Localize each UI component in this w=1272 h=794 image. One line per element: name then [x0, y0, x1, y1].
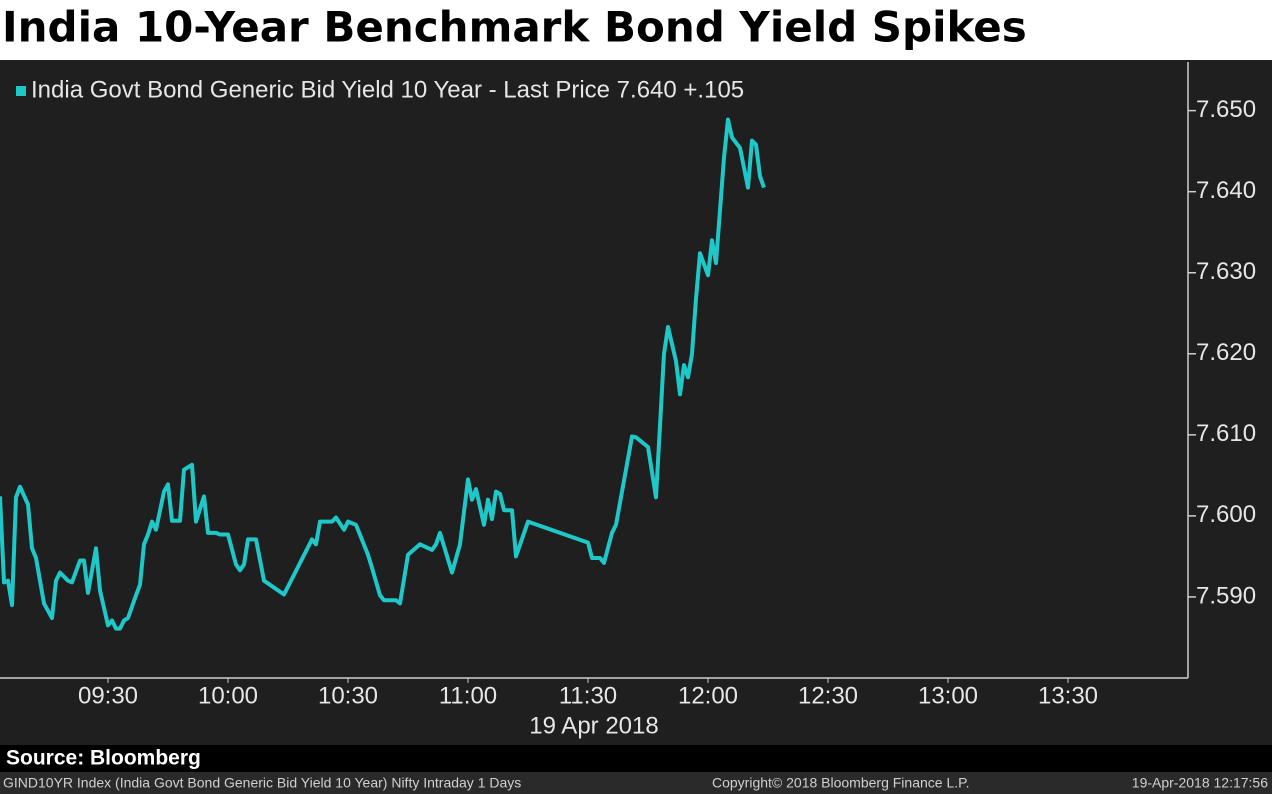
x-tick-label: 11:00 [439, 682, 497, 709]
x-tick-label: 13:30 [1038, 682, 1098, 709]
y-tick-label: 7.590 [1196, 582, 1256, 609]
x-axis-label: 19 Apr 2018 [529, 712, 658, 739]
x-tick-label: 12:30 [798, 682, 858, 709]
footer-band [0, 772, 1272, 794]
y-tick-label: 7.640 [1196, 177, 1256, 204]
source-band [0, 745, 1272, 772]
x-tick-label: 10:30 [318, 682, 378, 709]
x-tick-label: 10:00 [198, 682, 258, 709]
x-tick-label: 09:30 [78, 682, 138, 709]
footer-ticker: GIND10YR Index (India Govt Bond Generic … [3, 775, 521, 791]
title-band [0, 0, 1272, 60]
legend-entry: India Govt Bond Generic Bid Yield 10 Yea… [31, 76, 744, 103]
x-tick-label: 12:00 [678, 682, 738, 709]
y-tick-label: 7.620 [1196, 339, 1256, 366]
y-tick-label: 7.650 [1196, 96, 1256, 123]
footer-copyright: Copyright© 2018 Bloomberg Finance L.P. [712, 775, 970, 791]
chart-title: India 10-Year Benchmark Bond Yield Spike… [2, 3, 1027, 52]
y-tick-label: 7.610 [1196, 420, 1256, 447]
legend-swatch [16, 86, 26, 96]
series-line [0, 117, 766, 631]
x-tick-label: 11:30 [559, 682, 617, 709]
x-tick-label: 13:00 [918, 682, 978, 709]
y-tick-label: 7.600 [1196, 501, 1256, 528]
plot-background [0, 60, 1272, 745]
footer-timestamp: 19-Apr-2018 12:17:56 [1132, 775, 1268, 791]
y-tick-label: 7.630 [1196, 258, 1256, 285]
source: Source: Bloomberg [6, 747, 201, 770]
